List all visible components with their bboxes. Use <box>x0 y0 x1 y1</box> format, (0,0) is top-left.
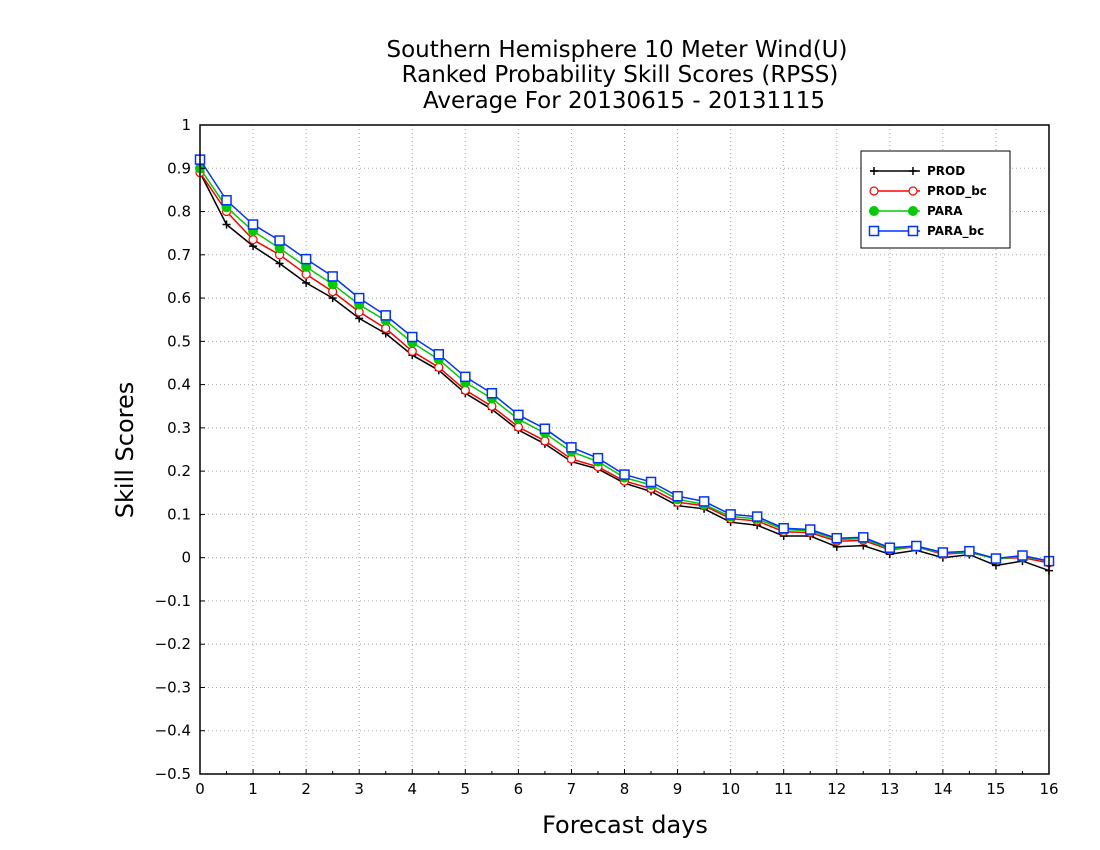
legend-item: PARA <box>869 204 963 218</box>
data-point <box>725 509 736 520</box>
series-group <box>194 154 1055 575</box>
data-point <box>804 524 816 535</box>
data-point <box>222 220 231 229</box>
y-tick-label: 1 <box>181 116 191 134</box>
data-point <box>302 278 311 287</box>
title-line-2: Ranked Probability Skill Scores (RPSS) <box>402 62 839 88</box>
legend-marker <box>908 186 918 196</box>
legend-marker <box>869 186 879 196</box>
y-tick-label: 0 <box>181 549 191 567</box>
data-point <box>407 331 418 343</box>
y-tick-label: 0.6 <box>167 289 191 307</box>
y-axis: −0.5 −0.4 −0.3 −0.2 −0.1 0 0.1 0.2 0.3 0.4 0.5 0.6 0… <box>155 116 205 783</box>
y-tick-label: −0.4 <box>155 722 191 740</box>
legend-marker <box>868 225 880 237</box>
data-point <box>672 490 683 502</box>
x-tick-label: 8 <box>620 780 630 798</box>
title-line-1: Southern Hemisphere 10 Meter Wind(U) <box>387 37 848 63</box>
legend-label: PROD_bc <box>927 184 987 199</box>
legend-marker <box>908 206 918 216</box>
data-point <box>248 235 258 245</box>
legend-marker <box>909 167 917 175</box>
x-tick-label: 2 <box>301 780 311 798</box>
data-point <box>751 511 763 522</box>
y-tick-label: 0.3 <box>167 419 191 437</box>
legend-item: PROD <box>870 164 965 178</box>
series-para-bc <box>194 154 1055 567</box>
data-point <box>353 292 365 304</box>
data-point <box>645 476 657 488</box>
x-tick-label: 10 <box>721 780 740 798</box>
data-point <box>937 547 949 558</box>
data-point <box>221 195 232 206</box>
y-tick-label: 0.4 <box>167 376 191 394</box>
data-point <box>433 349 445 360</box>
x-tick-label: 12 <box>827 780 846 798</box>
data-point <box>539 423 551 434</box>
x-tick-label: 6 <box>514 780 524 798</box>
data-point <box>778 522 789 534</box>
data-point <box>513 409 524 421</box>
legend-label: PARA_bc <box>927 224 984 239</box>
x-tick-label: 9 <box>673 780 683 798</box>
y-tick-label: 0.8 <box>167 203 191 221</box>
data-point <box>275 259 284 268</box>
y-tick-label: −0.3 <box>155 678 191 696</box>
y-tick-label: 0.1 <box>167 505 191 523</box>
data-point <box>990 553 1002 564</box>
y-tick-label: 0.5 <box>167 332 191 350</box>
data-point <box>327 271 338 282</box>
data-point <box>884 542 896 553</box>
y-tick-label: −0.1 <box>155 592 191 610</box>
data-point <box>592 452 604 464</box>
x-tick-label: 0 <box>195 780 205 798</box>
y-tick-label: 0.7 <box>167 246 191 264</box>
data-point <box>566 442 577 453</box>
y-tick-label: 0.9 <box>167 159 191 177</box>
data-point <box>486 388 498 399</box>
y-tick-label: −0.5 <box>155 765 191 783</box>
legend-item: PARA_bc <box>868 224 984 239</box>
data-point <box>698 496 710 507</box>
data-point <box>407 346 417 356</box>
x-tick-label: 15 <box>986 780 1005 798</box>
data-point <box>300 253 312 265</box>
y-tick-label: 0.2 <box>167 462 191 480</box>
data-point <box>858 532 869 543</box>
x-tick-label: 3 <box>354 780 364 798</box>
x-tick-label: 5 <box>461 780 471 798</box>
x-tick-label: 14 <box>933 780 952 798</box>
data-point <box>380 310 391 321</box>
x-tick-label: 13 <box>880 780 899 798</box>
x-axis-label: Forecast days <box>542 811 708 839</box>
data-point <box>274 235 285 246</box>
legend-label: PROD <box>927 164 965 178</box>
legend-label: PARA <box>927 204 963 218</box>
data-point <box>460 371 471 383</box>
x-tick-label: 16 <box>1039 780 1058 798</box>
data-point <box>964 545 975 557</box>
data-point <box>247 219 259 230</box>
data-point <box>619 469 630 480</box>
chart-title: Southern Hemisphere 10 Meter Wind(U) Ran… <box>387 37 848 114</box>
x-axis: 0 1 2 3 4 5 6 7 8 9 10 11 12 13 14 15 16 <box>195 769 1059 798</box>
y-axis-label: Skill Scores <box>111 382 139 519</box>
data-point <box>911 540 922 552</box>
x-tick-label: 7 <box>567 780 577 798</box>
data-point <box>1017 550 1028 561</box>
y-tick-label: −0.2 <box>155 635 191 653</box>
legend-box <box>860 150 1011 249</box>
legend-marker <box>907 225 919 237</box>
x-tick-label: 11 <box>774 780 793 798</box>
legend-marker <box>869 206 879 216</box>
data-point <box>831 532 842 544</box>
title-line-3: Average For 20130615 - 20131115 <box>423 88 825 114</box>
x-tick-label: 1 <box>248 780 258 798</box>
x-tick-label: 4 <box>407 780 417 798</box>
legend: PROD PROD_bc PARA PARA_bc <box>860 150 1011 249</box>
legend-marker <box>870 167 878 175</box>
legend-item: PROD_bc <box>869 184 987 199</box>
grid <box>200 125 1049 774</box>
